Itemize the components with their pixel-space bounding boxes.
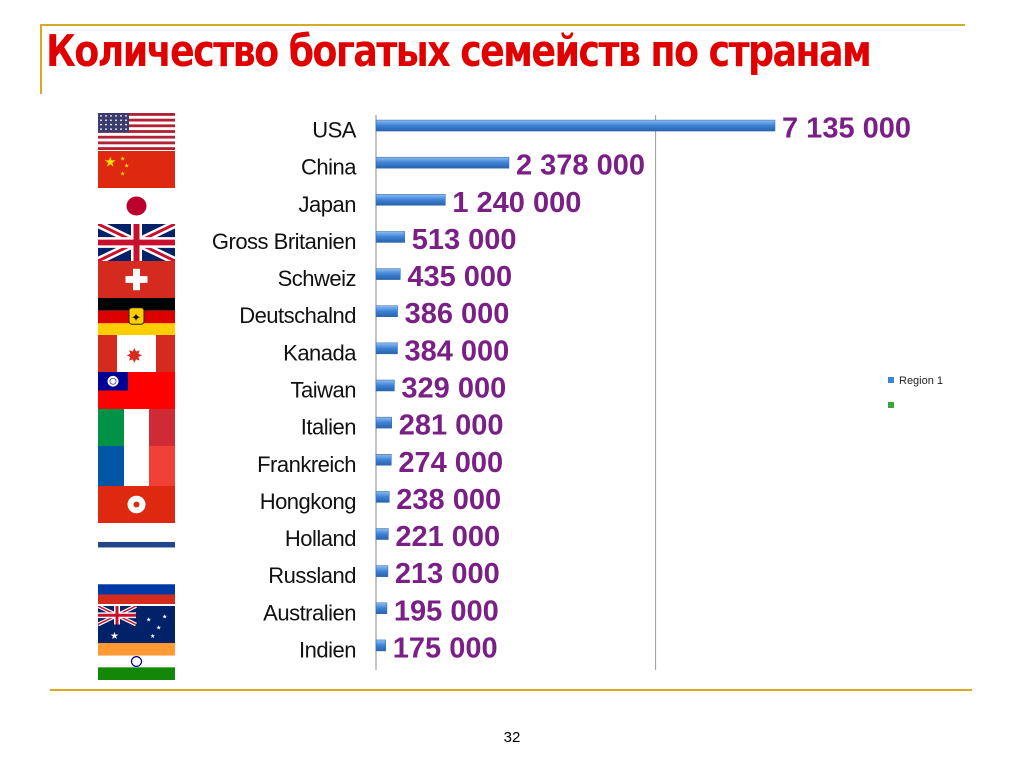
svg-text:✦: ✦: [131, 311, 141, 325]
category-label: China: [301, 155, 357, 180]
bottom-rule: [50, 689, 972, 691]
title-frame-top: [40, 24, 965, 26]
bar: [375, 454, 392, 466]
data-label: 281 000: [399, 410, 504, 442]
svg-text:★: ★: [104, 154, 117, 170]
china-flag-icon: ★ ★ ★ ★: [98, 151, 175, 188]
category-label: Japan: [299, 192, 356, 217]
bar: [375, 231, 405, 243]
bar: [375, 639, 387, 652]
bar: [375, 305, 398, 317]
hongkong-flag-icon: [98, 486, 175, 523]
category-label: Italien: [301, 415, 356, 440]
russia-flag-icon: [98, 574, 175, 604]
svg-text:★: ★: [124, 163, 129, 170]
data-label: 513 000: [412, 224, 517, 256]
svg-text:★: ★: [150, 633, 155, 640]
data-label: 386 000: [405, 298, 510, 330]
bar: [375, 416, 392, 429]
india-flag-icon: [98, 643, 175, 680]
legend-swatch: [888, 402, 894, 408]
legend-swatch: [888, 377, 894, 383]
svg-text:★: ★: [110, 631, 119, 642]
data-label: 384 000: [404, 335, 509, 367]
france-flag-icon: [98, 446, 175, 486]
data-label: 435 000: [407, 261, 512, 293]
svg-text:★: ★: [162, 614, 167, 621]
bar: [375, 491, 390, 503]
category-label: Hongkong: [260, 489, 356, 514]
australia-flag-icon: ★ ★ ★ ★ ★: [98, 606, 175, 643]
category-label: Taiwan: [291, 378, 356, 403]
category-label: Australien: [263, 600, 356, 625]
category-label: Deutschalnd: [239, 303, 356, 328]
netherlands-flag-icon: [98, 523, 175, 553]
bar: [375, 602, 388, 615]
data-label: 221 000: [395, 521, 500, 553]
svg-text:★: ★: [146, 617, 151, 624]
category-label: Schweiz: [278, 266, 356, 291]
data-label: 238 000: [396, 484, 501, 516]
data-label: 329 000: [401, 373, 506, 405]
svg-text:★: ★: [120, 170, 125, 177]
bar: [375, 268, 401, 280]
switzerland-flag-icon: [98, 261, 175, 298]
usa-flag-icon: [98, 113, 175, 150]
bar: [375, 119, 776, 132]
data-label: 7 135 000: [782, 113, 911, 145]
japan-flag-icon: [98, 188, 175, 224]
data-label: 1 240 000: [452, 187, 581, 219]
svg-text:★: ★: [156, 624, 161, 631]
bar: [375, 565, 389, 577]
svg-text:✸: ✸: [126, 345, 143, 367]
germany-flag-icon: ✦: [98, 298, 175, 335]
slide-title: Количество богатых семейств по странам: [46, 26, 872, 77]
data-label: 2 378 000: [516, 150, 645, 182]
category-label: USA: [312, 118, 357, 143]
data-label: 274 000: [398, 447, 503, 479]
page-number: 32: [503, 729, 521, 746]
svg-text:★: ★: [120, 156, 125, 163]
bar: [375, 342, 398, 355]
title-frame-left: [40, 24, 42, 94]
data-label: 175 000: [393, 632, 498, 664]
bar: [375, 379, 395, 392]
data-label: 213 000: [395, 558, 500, 590]
flag-strip: ★ ★ ★ ★ ✦ ✸ ★ ★ ★ ★ ★: [98, 113, 175, 683]
italy-flag-icon: [98, 409, 175, 446]
category-label: Indien: [299, 637, 356, 662]
taiwan-flag-icon: [98, 372, 175, 409]
category-label: Kanada: [283, 340, 357, 365]
data-label: 195 000: [394, 595, 499, 627]
category-label: Gross Britanien: [212, 229, 356, 254]
uk-flag-icon: [98, 224, 175, 261]
category-label: Russland: [268, 563, 356, 588]
bar: [375, 194, 446, 206]
bar: [375, 528, 389, 540]
category-label: Holland: [285, 526, 356, 551]
bar: [375, 156, 510, 169]
canada-flag-icon: ✸: [98, 335, 175, 372]
category-label: Frankreich: [257, 452, 356, 477]
legend-label: Region 1: [899, 375, 943, 387]
